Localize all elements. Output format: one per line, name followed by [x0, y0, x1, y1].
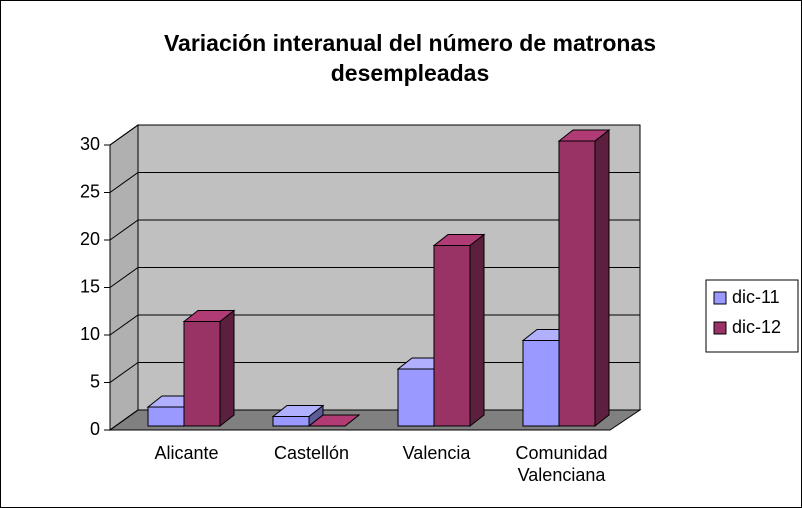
bar-side	[594, 128, 610, 428]
legend-label: dic-12	[732, 317, 781, 337]
bar-front	[397, 368, 435, 427]
y-tick-label: 0	[90, 419, 100, 439]
bar-front	[183, 321, 221, 427]
y-tick-label: 25	[80, 181, 100, 201]
legend-label: dic-11	[732, 287, 780, 307]
chart-title: Variación interanual del número de matro…	[163, 30, 657, 86]
bar-side	[219, 309, 235, 428]
bar	[432, 233, 486, 428]
x-tick-label: Comunidad Valenciana	[515, 443, 608, 485]
y-tick-label: 5	[90, 371, 100, 391]
bar-front	[433, 245, 471, 427]
bar-side	[469, 233, 485, 428]
y-tick-label: 15	[80, 276, 100, 296]
bar-front	[272, 416, 310, 427]
bar	[182, 309, 236, 428]
grid-line	[109, 172, 640, 193]
y-tick-label: 20	[80, 229, 100, 249]
x-tick-label: Alicante	[154, 443, 219, 463]
bar	[271, 404, 325, 428]
bar-front	[147, 406, 185, 427]
y-tick-label: 30	[80, 134, 100, 154]
legend-swatch	[713, 321, 727, 335]
grid-line	[109, 219, 640, 241]
bar-front	[558, 140, 596, 427]
bar	[557, 128, 611, 428]
grid-line	[109, 124, 640, 146]
legend-swatch	[713, 291, 727, 305]
x-tick-label: Castellón	[273, 443, 350, 463]
bar	[307, 414, 361, 427]
x-tick-label: Valencia	[402, 443, 471, 463]
y-tick-label: 10	[80, 324, 100, 344]
bar-front	[522, 340, 560, 427]
bar-top	[307, 414, 361, 427]
